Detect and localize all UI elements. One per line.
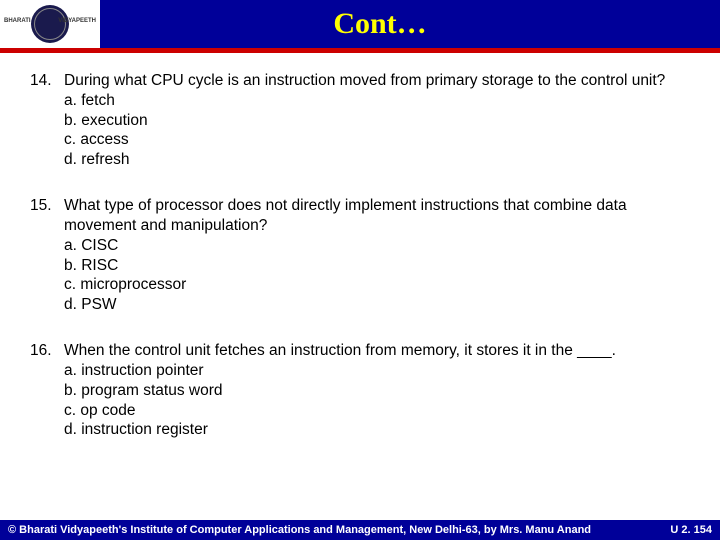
logo-text-right: VIDYAPEETH bbox=[58, 18, 96, 24]
option-c: c. op code bbox=[64, 401, 690, 421]
footer-bar: © Bharati Vidyapeeth's Institute of Comp… bbox=[0, 520, 720, 540]
question-text: What type of processor does not directly… bbox=[64, 196, 690, 236]
question-body: When the control unit fetches an instruc… bbox=[64, 341, 690, 440]
question-14: 14. During what CPU cycle is an instruct… bbox=[30, 71, 690, 170]
option-a: a. CISC bbox=[64, 236, 690, 256]
option-c: c. access bbox=[64, 130, 690, 150]
option-a: a. instruction pointer bbox=[64, 361, 690, 381]
question-15: 15. What type of processor does not dire… bbox=[30, 196, 690, 315]
question-options: a. CISC b. RISC c. microprocessor d. PSW bbox=[64, 236, 690, 315]
institution-logo: BHARATI VIDYAPEETH bbox=[0, 0, 100, 48]
option-a: a. fetch bbox=[64, 91, 690, 111]
logo-text-left: BHARATI bbox=[4, 18, 31, 24]
question-text: During what CPU cycle is an instruction … bbox=[64, 71, 690, 91]
content-area: 14. During what CPU cycle is an instruct… bbox=[0, 53, 720, 476]
option-d: d. instruction register bbox=[64, 420, 690, 440]
page-title: Cont… bbox=[100, 7, 720, 41]
question-number: 15. bbox=[30, 196, 64, 216]
question-body: What type of processor does not directly… bbox=[64, 196, 690, 315]
question-16: 16. When the control unit fetches an ins… bbox=[30, 341, 690, 440]
footer-page-number: U 2. 154 bbox=[670, 524, 712, 536]
question-text: When the control unit fetches an instruc… bbox=[64, 341, 690, 361]
option-d: d. PSW bbox=[64, 295, 690, 315]
question-number: 16. bbox=[30, 341, 64, 361]
option-c: c. microprocessor bbox=[64, 275, 690, 295]
logo-emblem-icon bbox=[31, 5, 69, 43]
option-b: b. program status word bbox=[64, 381, 690, 401]
footer-copyright: © Bharati Vidyapeeth's Institute of Comp… bbox=[8, 524, 591, 536]
header-bar: BHARATI VIDYAPEETH Cont… bbox=[0, 0, 720, 48]
question-options: a. fetch b. execution c. access d. refre… bbox=[64, 91, 690, 170]
option-b: b. RISC bbox=[64, 256, 690, 276]
option-d: d. refresh bbox=[64, 150, 690, 170]
question-body: During what CPU cycle is an instruction … bbox=[64, 71, 690, 170]
question-number: 14. bbox=[30, 71, 64, 91]
question-options: a. instruction pointer b. program status… bbox=[64, 361, 690, 440]
option-b: b. execution bbox=[64, 111, 690, 131]
